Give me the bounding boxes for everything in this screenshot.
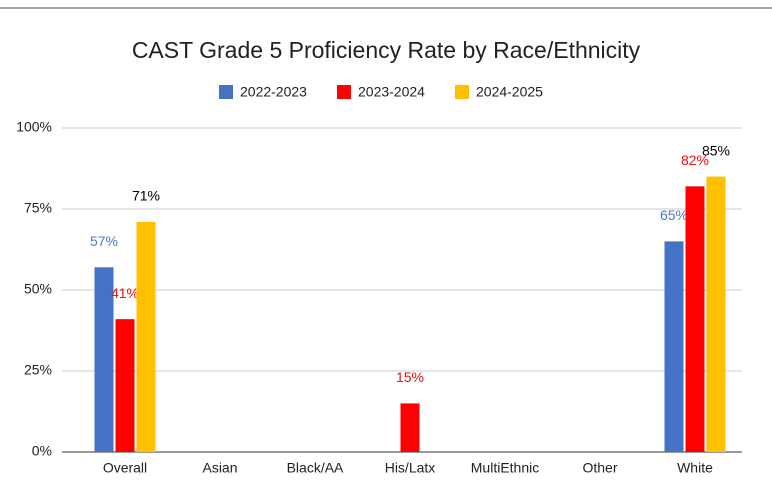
data-label: 65% bbox=[660, 207, 688, 223]
bar bbox=[136, 221, 156, 452]
y-tick-label: 50% bbox=[24, 281, 52, 297]
y-tick-label: 100% bbox=[16, 119, 52, 135]
data-label: 85% bbox=[702, 142, 730, 158]
bar bbox=[94, 267, 114, 452]
bar bbox=[400, 403, 420, 452]
data-label: 41% bbox=[111, 285, 139, 301]
y-tick-label: 25% bbox=[24, 362, 52, 378]
bar bbox=[706, 176, 726, 452]
x-tick-label: His/Latx bbox=[385, 460, 436, 476]
x-tick-label: Overall bbox=[103, 460, 147, 476]
data-label: 15% bbox=[396, 369, 424, 385]
bar bbox=[685, 186, 705, 452]
legend-swatch bbox=[337, 85, 351, 99]
legend-swatch bbox=[219, 85, 233, 99]
data-label: 57% bbox=[90, 233, 118, 249]
legend-swatch bbox=[455, 85, 469, 99]
data-label: 82% bbox=[681, 152, 709, 168]
legend-label: 2022-2023 bbox=[240, 84, 307, 100]
y-tick-label: 75% bbox=[24, 200, 52, 216]
x-tick-label: Asian bbox=[202, 460, 237, 476]
x-tick-label: Other bbox=[582, 460, 617, 476]
x-tick-label: White bbox=[677, 460, 713, 476]
legend-label: 2024-2025 bbox=[476, 84, 543, 100]
legend-label: 2023-2024 bbox=[358, 84, 425, 100]
bar bbox=[115, 319, 135, 452]
chart-title: CAST Grade 5 Proficiency Rate by Race/Et… bbox=[132, 37, 641, 63]
x-tick-label: Black/AA bbox=[287, 460, 344, 476]
bar bbox=[664, 241, 684, 452]
data-label: 71% bbox=[132, 188, 160, 204]
y-tick-label: 0% bbox=[32, 443, 52, 459]
x-tick-label: MultiEthnic bbox=[471, 460, 539, 476]
